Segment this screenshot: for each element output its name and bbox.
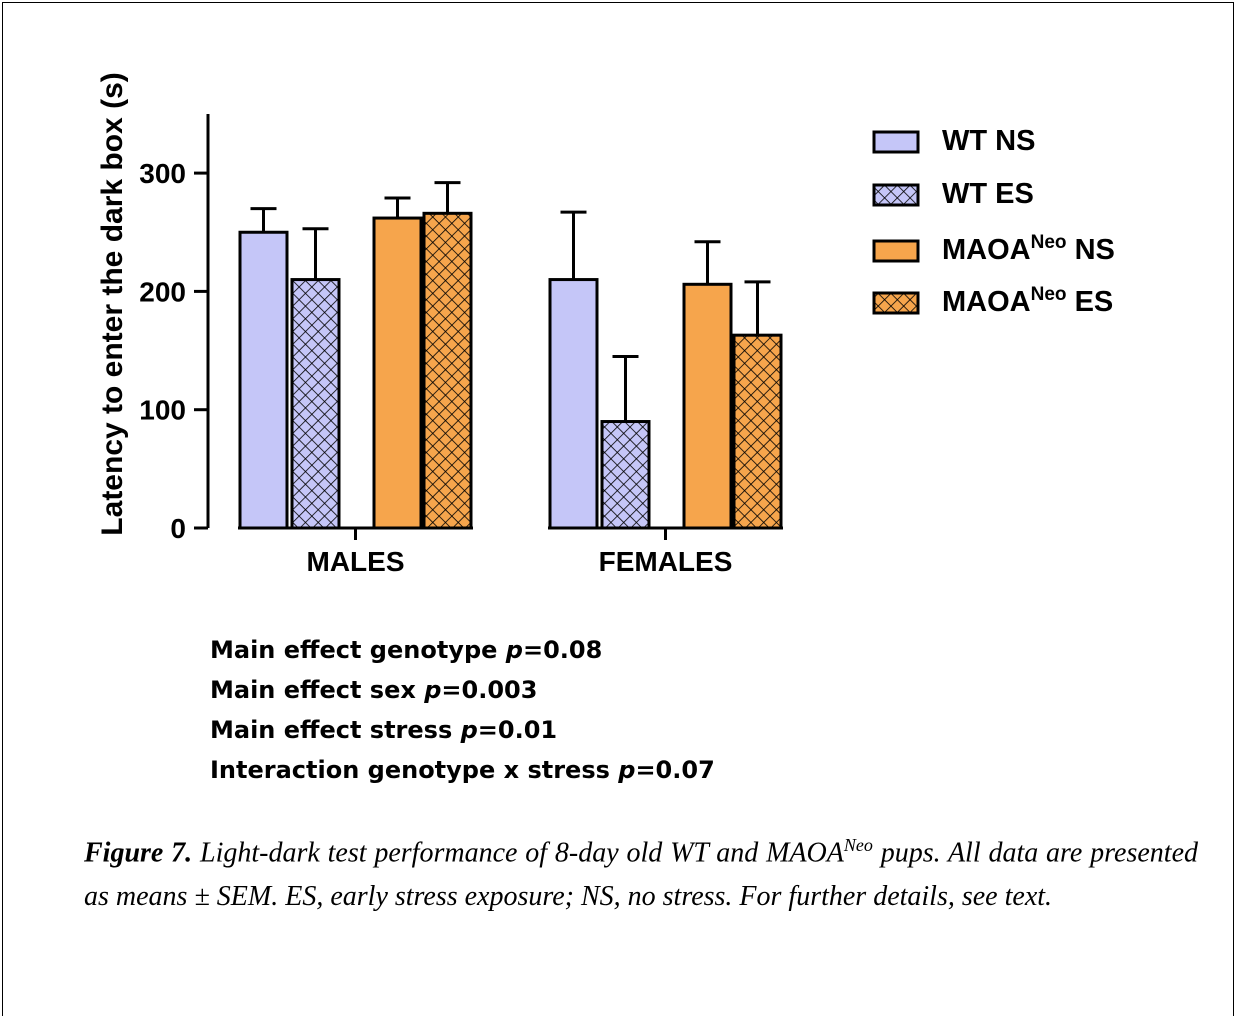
- caption-superscript: Neo: [843, 835, 873, 855]
- legend-label: MAOANeo ES: [942, 285, 1114, 318]
- legend-label-main: WT NS: [942, 125, 1036, 157]
- y-axis-title: Latency to enter the dark box (s): [96, 72, 129, 535]
- bar: [238, 230, 289, 530]
- stat-line: Main effect sex p=0.003: [210, 676, 538, 704]
- stat-line: Main effect stress p=0.01: [210, 716, 558, 744]
- axes: 0 100 200 300 Latency to enter the dark box …: [96, 72, 783, 577]
- statistics-block: Main effect genotype p=0.08 Main effect …: [210, 630, 715, 790]
- y-tick-label: 100: [139, 395, 186, 426]
- legend-label-suffix: ES: [1066, 286, 1114, 318]
- bar: [290, 278, 341, 530]
- bar: [548, 278, 599, 530]
- bar-chart: 0 100 200 300 Latency to enter the dark box …: [96, 72, 920, 577]
- y-tick-label: 200: [139, 276, 186, 307]
- bar: [372, 216, 423, 530]
- x-tick-label: FEMALES: [599, 546, 733, 577]
- y-tick-label: 0: [170, 513, 186, 544]
- bar: [422, 211, 473, 530]
- legend-label-main: MAOA: [942, 286, 1031, 318]
- legend-label-superscript: Neo: [1030, 232, 1067, 253]
- legend-label-suffix: NS: [1066, 234, 1115, 266]
- legend-label: WT ES: [942, 180, 1034, 209]
- legend-label: MAOANeo NS: [942, 233, 1115, 266]
- legend-label-main: WT ES: [942, 178, 1034, 210]
- legend-swatches: [872, 130, 920, 315]
- legend-label-main: MAOA: [942, 234, 1031, 266]
- figure-caption: Figure 7. Light-dark test performance of…: [84, 823, 1198, 919]
- legend-swatch: [872, 183, 920, 207]
- legend-swatch: [872, 291, 920, 315]
- caption-text: Light-dark test performance of 8-day old…: [192, 837, 844, 869]
- x-tick-label: MALES: [307, 546, 405, 577]
- bars-group: [238, 181, 783, 530]
- legend-swatch: [872, 239, 920, 263]
- bar: [732, 333, 783, 530]
- caption-text-2: pups. All data are presented as means ± …: [84, 837, 1198, 913]
- stat-line: Main effect genotype p=0.08: [210, 636, 603, 664]
- bar: [682, 282, 733, 530]
- legend-label-superscript: Neo: [1030, 284, 1067, 305]
- stat-line: Interaction genotype x stress p=0.07: [210, 756, 715, 784]
- y-tick-label: 300: [139, 158, 186, 189]
- legend-swatch: [872, 130, 920, 154]
- legend-label: WT NS: [942, 127, 1035, 156]
- bar: [600, 420, 651, 530]
- caption-label: Figure 7.: [84, 837, 193, 869]
